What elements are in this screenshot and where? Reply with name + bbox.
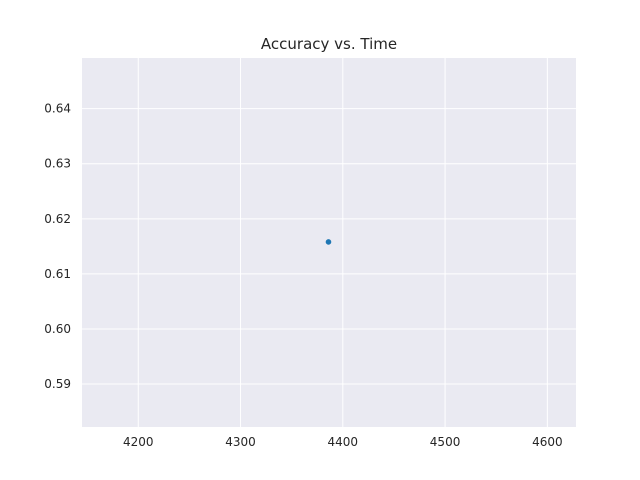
y-tick-label: 0.60 bbox=[44, 322, 71, 336]
x-tick-labels: 4200 4300 4400 4500 4600 bbox=[123, 435, 563, 449]
y-tick-label: 0.59 bbox=[44, 377, 71, 391]
scatter-point bbox=[325, 239, 332, 245]
x-tick-label: 4500 bbox=[430, 435, 461, 449]
y-tick-label: 0.64 bbox=[44, 102, 71, 116]
data-points bbox=[325, 239, 332, 245]
x-tick-label: 4600 bbox=[532, 435, 563, 449]
chart-title: Accuracy vs. Time bbox=[261, 35, 397, 53]
y-tick-label: 0.62 bbox=[44, 212, 71, 226]
x-tick-label: 4200 bbox=[123, 435, 154, 449]
y-tick-label: 0.61 bbox=[44, 267, 71, 281]
x-grid-lines bbox=[137, 58, 548, 427]
x-tick-label: 4400 bbox=[328, 435, 359, 449]
y-tick-label: 0.63 bbox=[44, 157, 71, 171]
x-tick-label: 4300 bbox=[225, 435, 256, 449]
y-grid-lines bbox=[82, 108, 576, 385]
y-tick-labels: 0.59 0.60 0.61 0.62 0.63 0.64 bbox=[44, 102, 71, 391]
